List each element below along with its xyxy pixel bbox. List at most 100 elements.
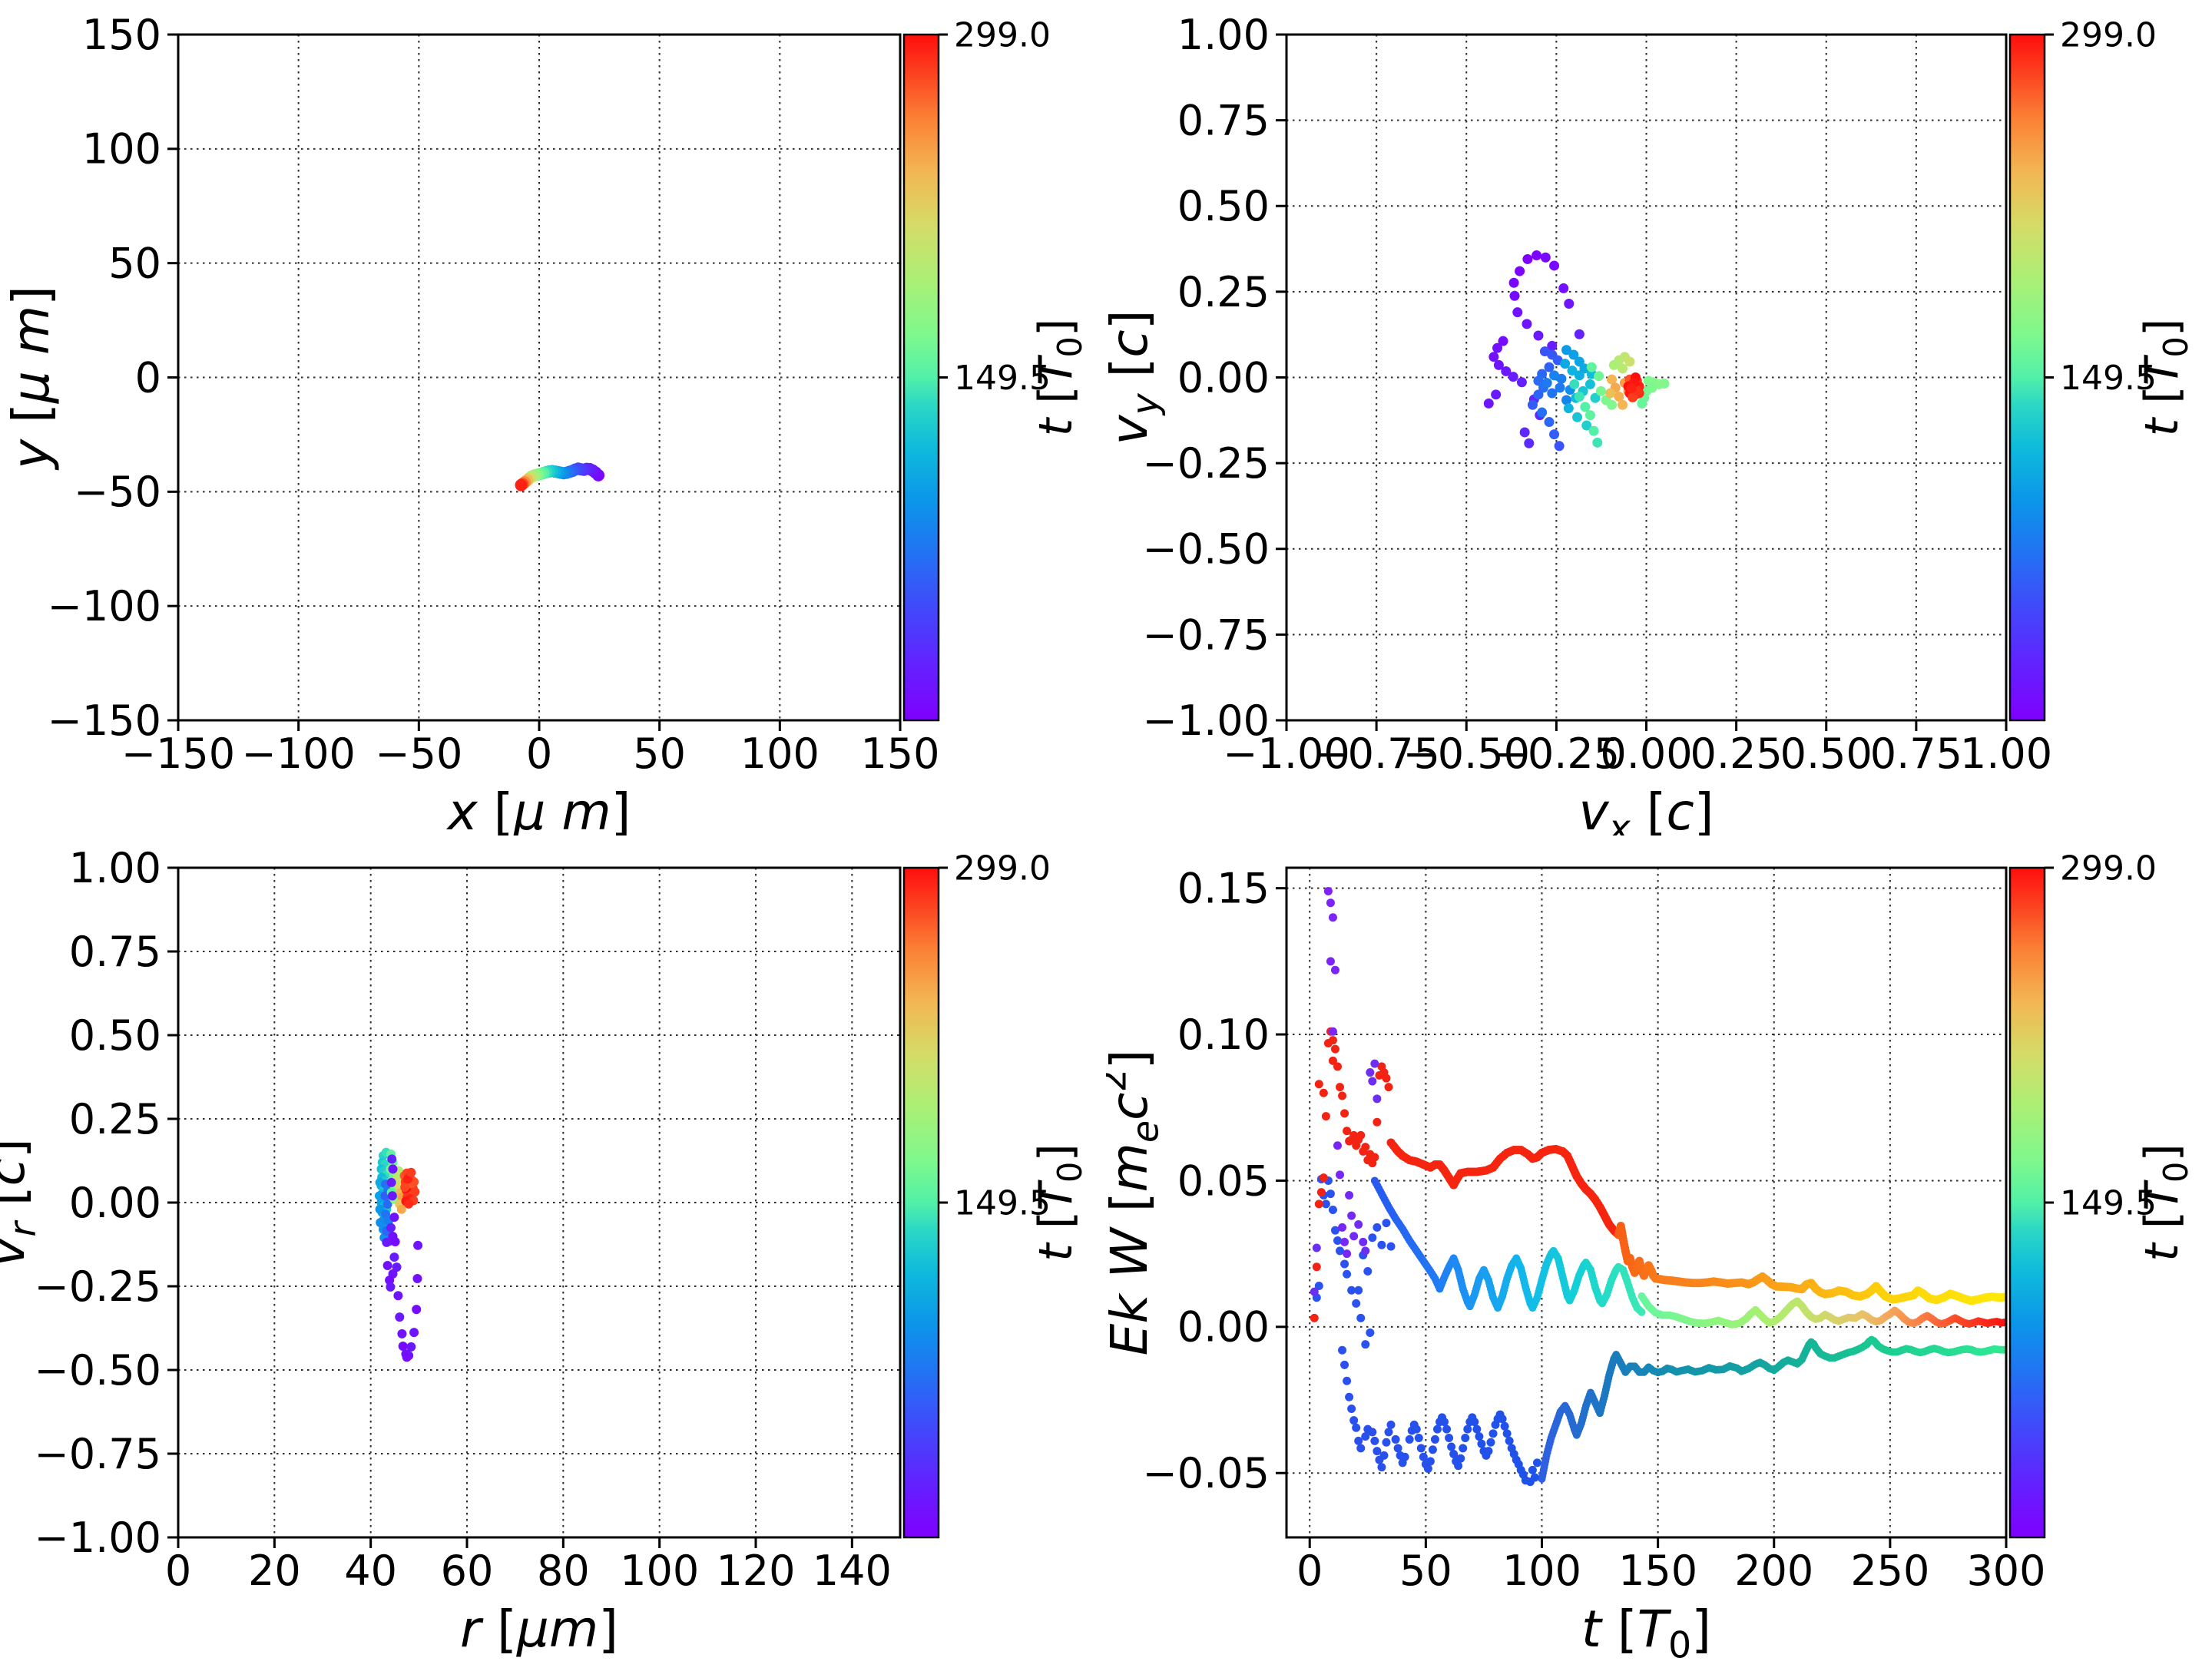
label-seg: r [460, 1600, 484, 1659]
label-seg: ] [1691, 1600, 1711, 1659]
axes-spines [177, 866, 902, 1539]
y-tick-label: −0.05 [1143, 1449, 1270, 1497]
x-tick-label: 60 [441, 1547, 494, 1595]
scatter-point [400, 1182, 410, 1192]
label-seg: μ m [512, 783, 611, 836]
label-seg: x [446, 783, 494, 836]
x-tick-label: 40 [344, 1547, 397, 1595]
scatter-point [515, 478, 528, 491]
scatter-point [1547, 388, 1558, 399]
series-point [1310, 1287, 1319, 1296]
y-tick-label: −0.75 [35, 1430, 161, 1478]
scatter-point [1574, 356, 1584, 367]
series-point [1472, 1424, 1482, 1434]
scatter-point [1594, 371, 1604, 382]
series-point [1382, 1074, 1391, 1083]
scatter-point [406, 1167, 416, 1177]
scatter-point [1537, 407, 1548, 418]
scatter-point [1512, 307, 1523, 318]
series-point [1323, 886, 1333, 895]
series-point [1336, 1246, 1345, 1256]
series-point [1333, 1062, 1342, 1071]
series-point [1361, 1432, 1370, 1441]
series-point [1349, 1232, 1359, 1241]
label-seg: [ [481, 1600, 517, 1659]
series-point [1447, 1442, 1456, 1451]
series-point [1319, 1088, 1328, 1097]
scatter-point [1493, 359, 1504, 370]
scatter-point [1554, 441, 1565, 452]
y-tick-label: 0.50 [1177, 182, 1270, 230]
label-seg: 2 [1106, 1069, 1134, 1092]
colorbar-axis-label: t [T0] [2135, 319, 2196, 437]
label-seg: T [1029, 1180, 1083, 1211]
scatter-point [1561, 395, 1571, 405]
scatter-point [1584, 379, 1595, 389]
scatter-point [1544, 362, 1555, 372]
label-seg: 0 [1668, 1625, 1691, 1667]
label-seg: Ek W [1106, 1226, 1159, 1355]
x-tick-label: −0.50 [1403, 730, 1530, 778]
series-point [1340, 1259, 1349, 1269]
tick-marks-group [167, 866, 853, 1548]
series-point [1314, 1282, 1323, 1291]
scatter-point [1564, 299, 1575, 309]
scatter-point [1659, 379, 1670, 389]
x-tick-label: 140 [813, 1547, 892, 1595]
scatter-point [1574, 370, 1584, 381]
series-point [1333, 1141, 1342, 1150]
series-point [1340, 1237, 1349, 1246]
series-point [1328, 913, 1337, 922]
scatter-point [1574, 329, 1584, 339]
tick-marks-group [1276, 887, 2008, 1548]
x-tick-label: 0 [165, 1547, 191, 1595]
y-tick-label: 50 [108, 240, 161, 288]
scatter-point [410, 1187, 420, 1197]
scatter-point [1608, 359, 1619, 370]
label-seg: [ [2135, 385, 2189, 418]
colorbar [2008, 866, 2046, 1539]
label-seg: ] [611, 783, 631, 836]
label-seg: c [0, 1158, 36, 1186]
series-point [1310, 1313, 1319, 1322]
series-point [1359, 1237, 1368, 1246]
colorbar-axis-label: t [T0] [1029, 319, 1090, 437]
scatter-point [1522, 253, 1533, 264]
scatter-point [387, 1191, 397, 1201]
colorbar-tick-label: 299.0 [954, 15, 1051, 55]
scatter-point [1501, 366, 1512, 376]
label-seg: ] [2135, 1143, 2189, 1161]
x-tick-label: 1.00 [1960, 730, 2052, 778]
data-points-group [515, 462, 605, 491]
series-point [1432, 1424, 1442, 1434]
series-point [1343, 1249, 1352, 1259]
y-axis-label: Ek W [mec2] [1106, 1050, 1167, 1356]
label-seg: T [1029, 354, 1083, 385]
scatter-point [1626, 383, 1637, 394]
series-point [1328, 1056, 1337, 1065]
series-point [1426, 1457, 1435, 1466]
scatter-point [389, 1252, 399, 1262]
y-tick-label: −100 [48, 582, 161, 630]
tick-labels-group: −1.00−0.75−0.50−0.250.000.250.500.751.00… [1143, 11, 2053, 778]
scatter-point [1605, 388, 1616, 399]
y-tick-label: 1.00 [1177, 11, 1270, 59]
colorbar-tick-label: 299.0 [2060, 15, 2157, 55]
series-point [1428, 1445, 1437, 1454]
series-point [1361, 1246, 1370, 1256]
scatter-point [1590, 392, 1601, 403]
x-tick-label: −100 [242, 730, 356, 778]
scatter-point [390, 1237, 400, 1247]
series-point [1354, 1220, 1363, 1229]
series-point [1386, 1138, 1396, 1147]
scatter-point [1586, 362, 1597, 372]
series-point [1347, 1404, 1356, 1413]
series-point [1430, 1434, 1439, 1444]
y-tick-label: 0.10 [1177, 1011, 1270, 1059]
series-point [1370, 1153, 1379, 1162]
scatter-point [1607, 374, 1618, 385]
series-point [1500, 1421, 1509, 1431]
x-tick-label: 20 [248, 1547, 301, 1595]
